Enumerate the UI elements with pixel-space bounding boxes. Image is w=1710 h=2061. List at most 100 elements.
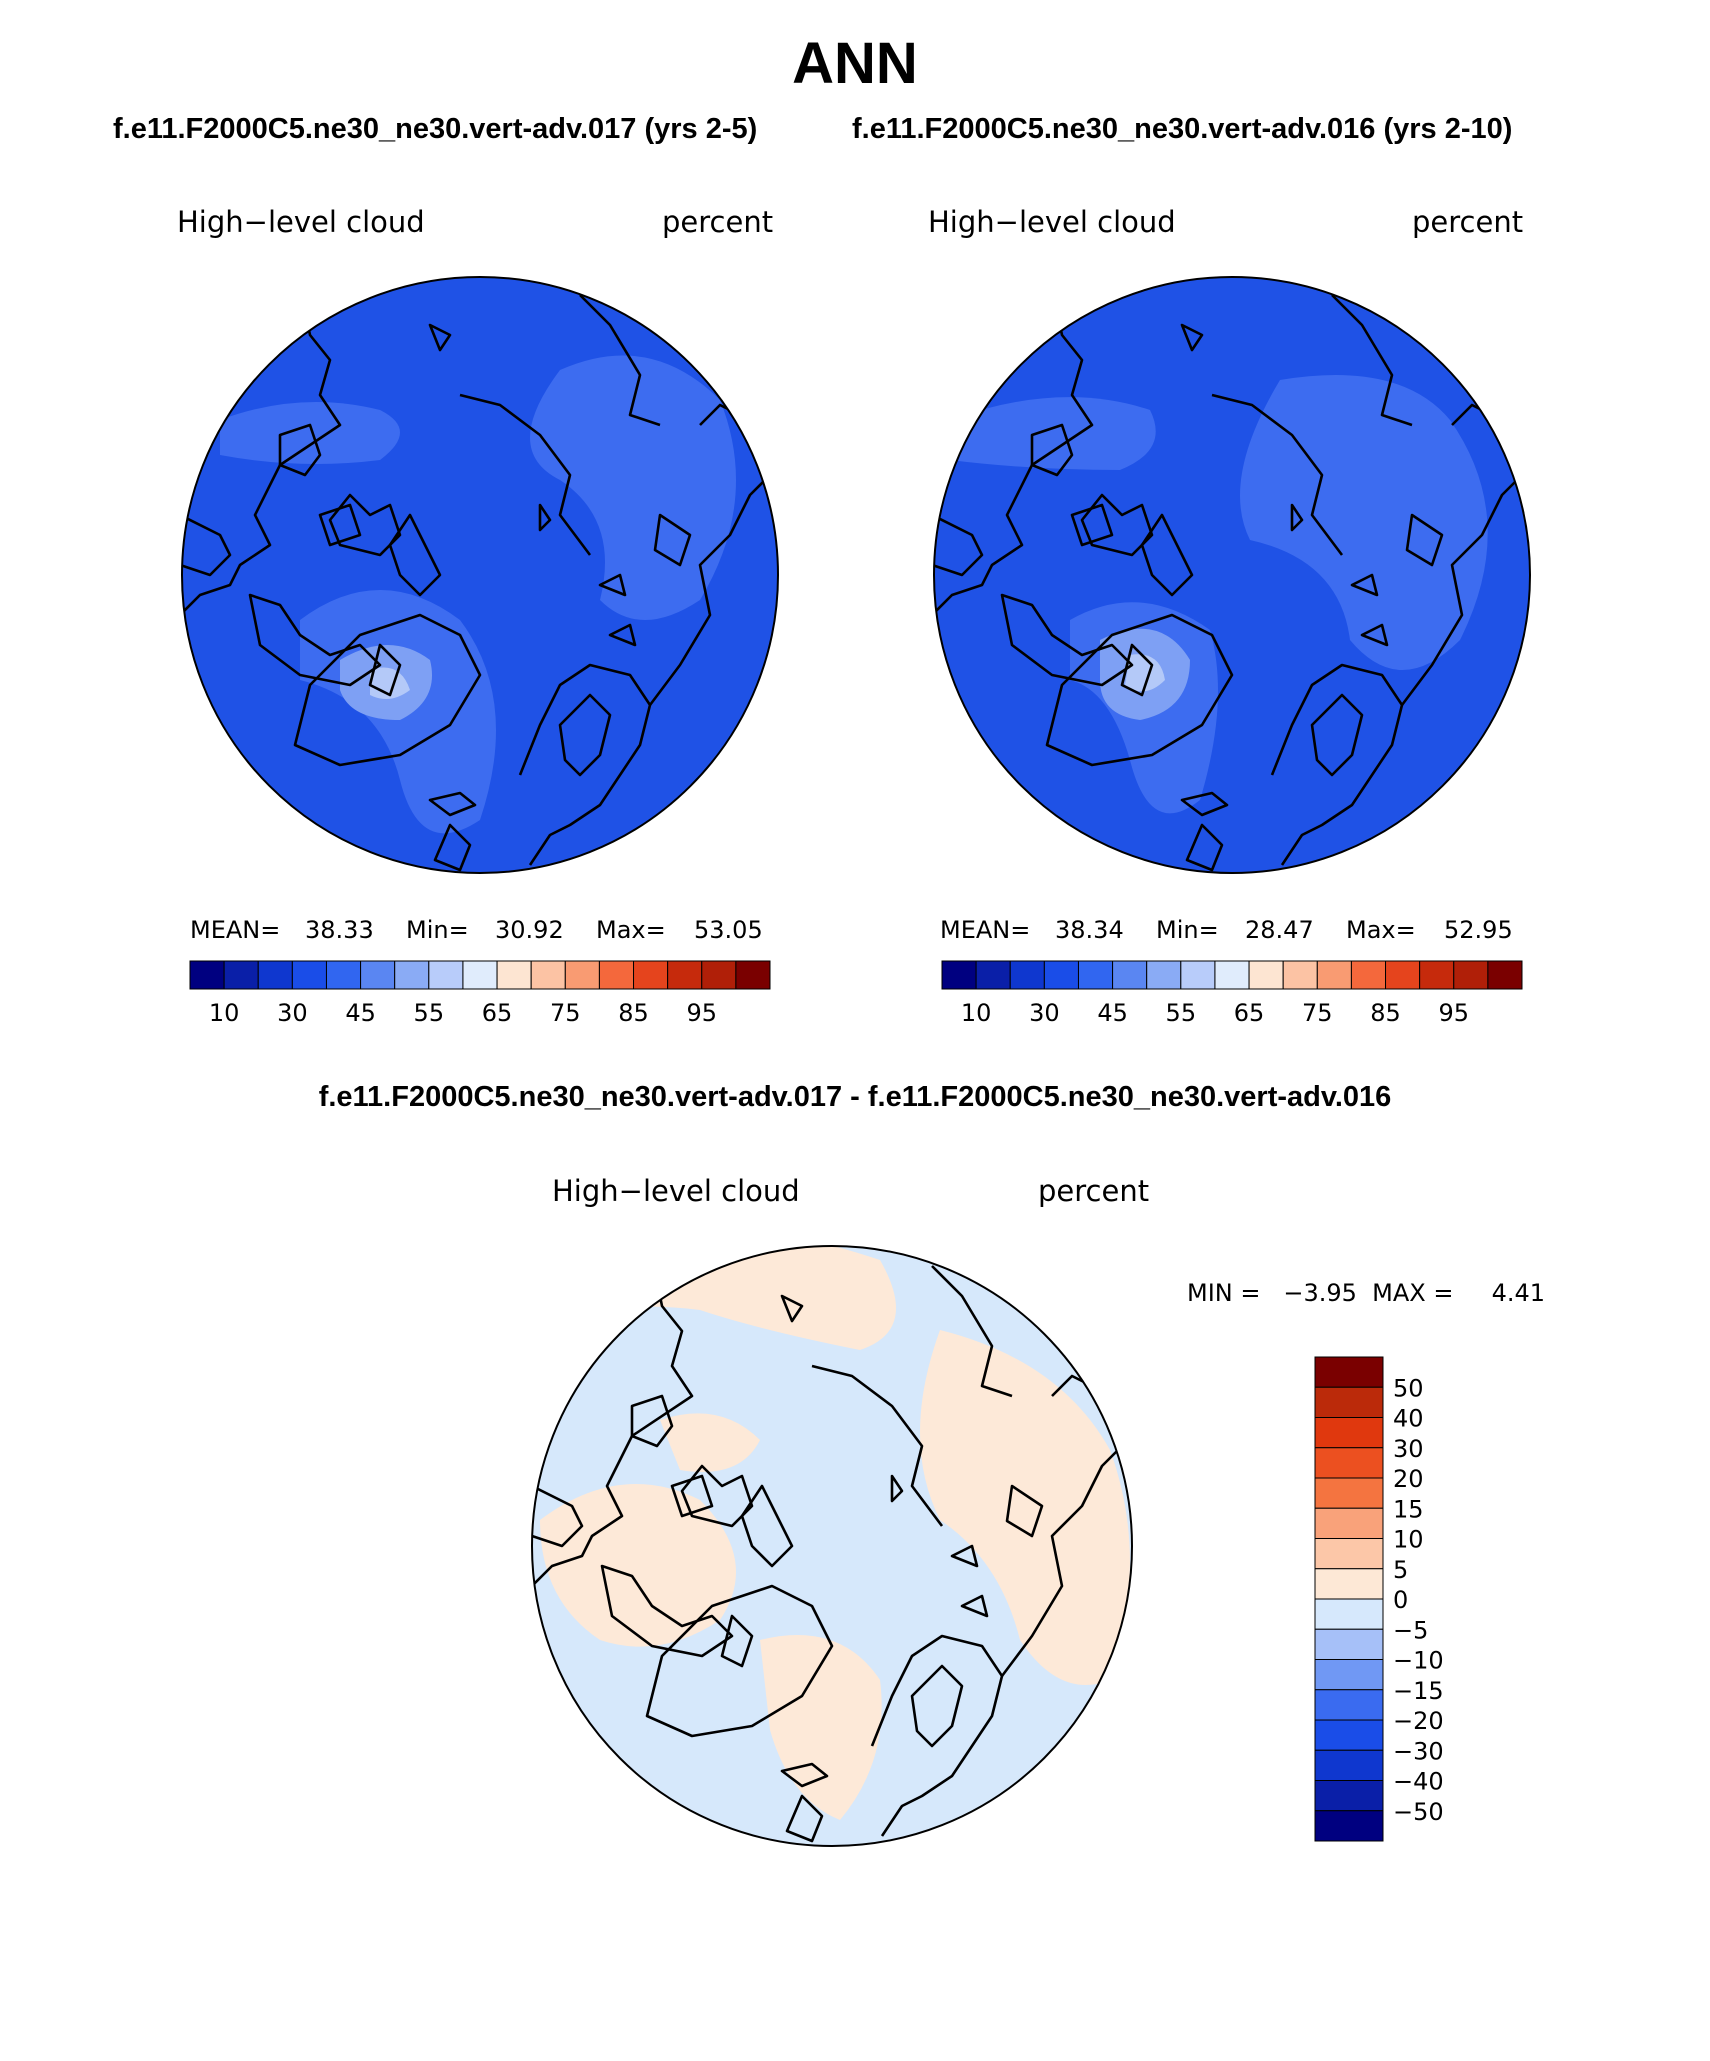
difference-colorbar-tick-label: −30 xyxy=(1393,1737,1444,1765)
panel-left-colorbar-swatch xyxy=(325,960,362,990)
difference-colorbar-tick-label: 10 xyxy=(1393,1526,1424,1554)
difference-colorbar-tick-label: −15 xyxy=(1393,1677,1444,1705)
difference-min-max: MIN = −3.95 MAX = 4.41 xyxy=(1187,1279,1546,1307)
difference-units: percent xyxy=(1038,1174,1150,1208)
difference-map xyxy=(531,1245,1133,1847)
difference-field-positive xyxy=(540,1484,736,1647)
difference-colorbar-tick-label: 30 xyxy=(1393,1435,1424,1463)
panel-right-mean-label: MEAN= xyxy=(940,916,1031,944)
difference-colorbar-swatch xyxy=(1314,1719,1384,1751)
panel-left-colorbar-tick-label: 75 xyxy=(550,999,581,1027)
panel-left-colorbar-swatch xyxy=(564,960,600,990)
panel-right-colorbar-swatch xyxy=(1009,960,1045,990)
panel-right-colorbar-swatch xyxy=(1419,960,1455,990)
panel-left-map xyxy=(181,276,779,874)
panel-left-mean-label: MEAN= xyxy=(190,916,281,944)
panel-left-case-title: f.e11.F2000C5.ne30_ne30.vert-adv.017 (yr… xyxy=(113,113,758,145)
panel-right-colorbar-swatch xyxy=(975,960,1011,990)
difference-title: f.e11.F2000C5.ne30_ne30.vert-adv.017 - f… xyxy=(318,1081,1392,1113)
difference-colorbar-tick-label: −50 xyxy=(1393,1798,1444,1826)
difference-colorbar-swatch xyxy=(1314,1356,1384,1388)
panel-right-map-border xyxy=(933,276,1531,874)
difference-colorbar-tick-label: 50 xyxy=(1393,1374,1424,1402)
panel-left-colorbar-swatch xyxy=(735,960,771,990)
panel-left-colorbar-swatch xyxy=(428,960,464,990)
difference-map-border xyxy=(531,1245,1133,1847)
panel-left-colorbar-swatch xyxy=(530,960,566,990)
panel-left-colorbar-swatch xyxy=(701,960,737,990)
difference-colorbar-tick-label: 20 xyxy=(1393,1465,1424,1493)
panel-left-colorbar-tick-label: 85 xyxy=(618,999,649,1027)
panel-left-colorbar-swatch xyxy=(496,960,532,990)
difference-colorbar-swatch xyxy=(1314,1417,1384,1449)
panel-right-colorbar-swatch xyxy=(1453,960,1489,990)
panel-right-colorbar-swatch xyxy=(1077,960,1114,990)
panel-right-field-band xyxy=(950,397,1156,470)
panel-right-colorbar-swatch xyxy=(1385,960,1421,990)
difference-colorbar-swatch xyxy=(1314,1810,1384,1842)
panel-right-min-label: Min= xyxy=(1156,916,1219,944)
panel-right-colorbar-swatch xyxy=(1180,960,1216,990)
panel-left-colorbar-swatch xyxy=(360,960,396,990)
difference-colorbar-tick-label: 0 xyxy=(1393,1586,1408,1614)
panel-right-colorbar-tick-label: 85 xyxy=(1370,999,1401,1027)
panel-right-colorbar-swatch xyxy=(1112,960,1148,990)
panel-right-colorbar-swatch xyxy=(1350,960,1387,990)
panel-right-colorbar-tick-label: 65 xyxy=(1234,999,1265,1027)
panel-left-variable: High−level cloud xyxy=(177,205,425,239)
difference-colorbar-tick-label: 15 xyxy=(1393,1495,1424,1523)
difference-colorbar-swatch xyxy=(1314,1447,1384,1479)
panel-left-colorbar-tick-label: 95 xyxy=(686,999,717,1027)
panel-left-colorbar-swatch xyxy=(633,960,669,990)
difference-field-positive xyxy=(660,1413,760,1472)
difference-colorbar-tick-label: 40 xyxy=(1393,1405,1424,1433)
difference-colorbar-swatch xyxy=(1314,1659,1384,1691)
difference-colorbar-swatch xyxy=(1314,1507,1384,1539)
panel-left-colorbar: 10 30 45 55 65 75 85 95 xyxy=(189,960,771,1027)
panel-right-colorbar-tick-label: 95 xyxy=(1438,999,1469,1027)
difference-colorbar-tick-label: −40 xyxy=(1393,1768,1444,1796)
panel-left-max-value: 53.05 xyxy=(694,916,763,944)
panel-left-colorbar-swatch xyxy=(667,960,703,990)
difference-colorbar-swatch xyxy=(1314,1749,1384,1781)
difference-colorbar-swatch xyxy=(1314,1780,1384,1812)
panel-right-colorbar-swatch xyxy=(1487,960,1523,990)
panel-right-mean-value: 38.34 xyxy=(1055,916,1124,944)
panel-right-min-value: 28.47 xyxy=(1245,916,1314,944)
panel-left-colorbar-swatch xyxy=(291,960,327,990)
panel-right-colorbar-tick-label: 45 xyxy=(1097,999,1128,1027)
difference-colorbar-swatch xyxy=(1314,1386,1384,1418)
panel-right-colorbar-swatch xyxy=(941,960,977,990)
panel-left-colorbar-tick-label: 45 xyxy=(345,999,376,1027)
difference-colorbar-swatch xyxy=(1314,1568,1384,1600)
difference-field-positive xyxy=(920,1330,1130,1685)
panel-right-units: percent xyxy=(1412,205,1524,239)
difference-colorbar-tick-label: 5 xyxy=(1393,1556,1408,1584)
panel-right-colorbar-tick-label: 10 xyxy=(961,999,992,1027)
panel-left-map-border xyxy=(181,276,779,874)
panel-right-field-band xyxy=(1125,654,1165,692)
difference-colorbar-swatch xyxy=(1314,1477,1384,1509)
panel-left-colorbar-swatch xyxy=(223,960,259,990)
difference-colorbar-swatch xyxy=(1314,1689,1384,1721)
panel-left-colorbar-tick-label: 30 xyxy=(277,999,308,1027)
difference-colorbar-swatch xyxy=(1314,1538,1384,1570)
panel-right-max-label: Max= xyxy=(1346,916,1416,944)
panel-left-colorbar-swatch xyxy=(598,960,635,990)
difference-variable: High−level cloud xyxy=(552,1174,800,1208)
panel-left-colorbar-tick-label: 65 xyxy=(482,999,513,1027)
panel-right-colorbar-swatch xyxy=(1146,960,1182,990)
panel-right-colorbar-swatch xyxy=(1043,960,1079,990)
main-title: ANN xyxy=(792,31,918,96)
panel-left-colorbar-swatch xyxy=(462,960,498,990)
difference-colorbar-swatch xyxy=(1314,1598,1384,1630)
difference-colorbar-tick-label: −5 xyxy=(1393,1616,1428,1644)
panel-right-colorbar-swatch xyxy=(1248,960,1284,990)
panel-left-colorbar-swatch xyxy=(394,960,430,990)
difference-colorbar-tick-label: −10 xyxy=(1393,1647,1444,1675)
difference-field-positive xyxy=(760,1635,882,1820)
panel-right-colorbar-swatch xyxy=(1316,960,1352,990)
panel-right-max-value: 52.95 xyxy=(1444,916,1513,944)
